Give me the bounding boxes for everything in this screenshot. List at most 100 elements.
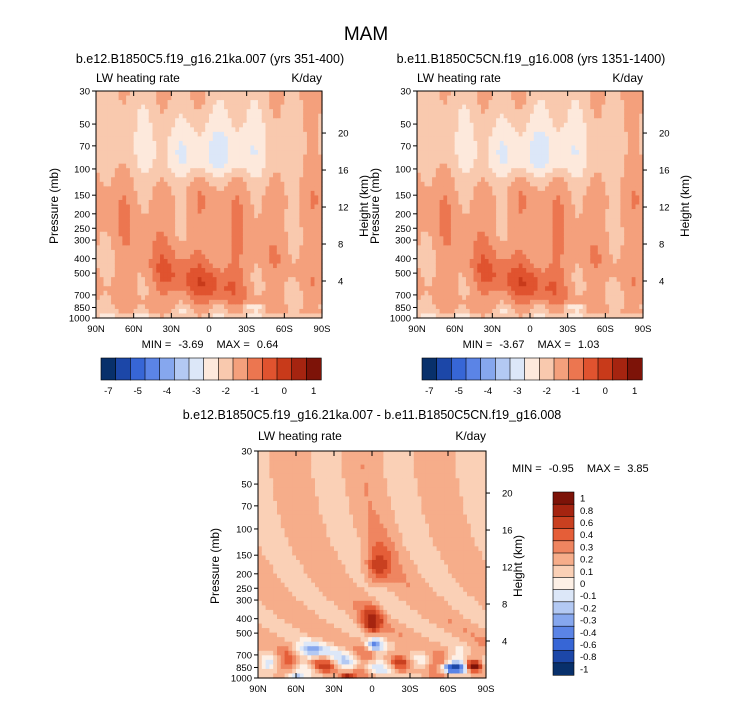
field-cell (144, 181, 150, 187)
field-cell (537, 172, 542, 178)
field-cell (284, 258, 289, 265)
field-cell (205, 308, 210, 315)
field-cell (484, 109, 490, 115)
field-cell (507, 258, 512, 265)
field-cell (552, 222, 557, 228)
field-cell (96, 127, 101, 133)
field-cell (190, 295, 195, 301)
field-cell (477, 154, 482, 160)
field-cell (171, 277, 176, 283)
field-cell (99, 190, 105, 197)
field-cell (473, 204, 478, 210)
field-cell (122, 268, 127, 274)
field-cell (235, 204, 240, 210)
field-cell (167, 308, 172, 315)
field-cell (167, 131, 172, 137)
field-cell (522, 263, 527, 269)
field-cell (160, 213, 165, 219)
field-cell (103, 209, 108, 215)
field-cell (99, 186, 105, 192)
field-cell (507, 136, 512, 142)
field-cell (265, 168, 270, 174)
field-cell (537, 118, 542, 124)
field-cell (454, 204, 460, 210)
field-cell (458, 286, 463, 292)
field-cell (299, 177, 304, 183)
field-cell (144, 295, 150, 301)
field-cell (417, 140, 422, 147)
field-cell (111, 213, 116, 219)
field-cell (417, 154, 422, 160)
field-cell (216, 313, 221, 319)
field-cell (178, 136, 184, 142)
field-cell (96, 308, 101, 315)
field-cell (306, 177, 312, 183)
field-cell (265, 240, 270, 246)
field-cell (458, 177, 463, 183)
field-cell (269, 154, 274, 160)
field-cell (526, 222, 531, 228)
field-cell (507, 190, 512, 197)
field-cell (284, 172, 289, 178)
field-cell (545, 172, 550, 178)
field-cell (530, 150, 535, 156)
field-cell (314, 213, 319, 219)
field-cell (276, 145, 282, 151)
field-cell (212, 113, 218, 119)
field-cell (537, 122, 542, 128)
field-cell (462, 204, 467, 210)
field-cell (269, 218, 274, 224)
field-cell (306, 136, 312, 142)
field-cell (514, 277, 520, 283)
field-cell (458, 231, 463, 237)
field-cell (239, 172, 244, 178)
field-cell (137, 145, 142, 151)
field-cell (99, 118, 105, 124)
field-cell (197, 95, 203, 101)
field-cell (239, 204, 244, 210)
field-cell (424, 258, 429, 265)
field-cell (435, 231, 441, 237)
y-tick-label: 700 (74, 290, 90, 301)
field-cell (284, 213, 289, 219)
field-cell (122, 231, 127, 237)
field-cell (182, 113, 187, 119)
field-cell (481, 227, 486, 233)
field-cell (167, 227, 172, 233)
field-cell (303, 209, 308, 215)
field-cell (246, 177, 252, 183)
field-cell (454, 258, 460, 265)
field-cell (488, 127, 493, 133)
field-cell (454, 263, 460, 269)
field-cell (250, 286, 255, 292)
field-cell (454, 95, 460, 101)
field-cell (514, 127, 520, 133)
field-cell (545, 268, 550, 274)
field-cell (432, 204, 437, 210)
field-cell (303, 268, 308, 274)
field-cell (462, 263, 467, 269)
field-cell (156, 258, 161, 265)
field-cell (318, 172, 323, 178)
field-cell (462, 231, 467, 237)
field-cell (299, 204, 304, 210)
field-cell (160, 258, 165, 265)
field-cell (443, 258, 448, 265)
field-cell (541, 195, 546, 201)
field-cell (175, 272, 180, 278)
field-cell (303, 308, 308, 315)
field-cell (190, 286, 195, 292)
field-cell (129, 131, 135, 137)
field-cell (141, 272, 146, 278)
field-cell (417, 131, 422, 137)
field-cell (111, 154, 116, 160)
field-cell (443, 154, 448, 160)
field-cell (269, 190, 274, 197)
field-cell (492, 286, 497, 292)
field-cell (424, 231, 429, 237)
field-cell (167, 127, 172, 133)
field-cell (242, 195, 248, 201)
field-cell (537, 227, 542, 233)
field-cell (160, 159, 165, 165)
field-cell (443, 249, 448, 256)
